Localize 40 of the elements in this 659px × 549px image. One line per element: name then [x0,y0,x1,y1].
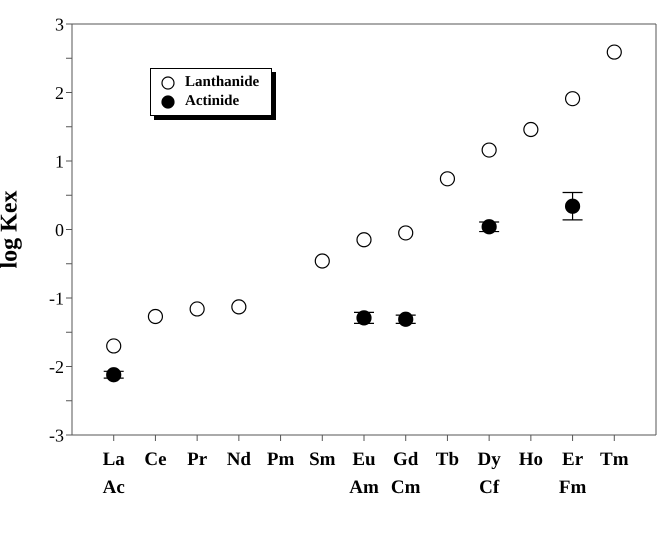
point [482,142,497,158]
x-tick-label: Pr [187,449,208,470]
point [356,232,372,248]
point [190,301,205,317]
x-tick-label: Eu Am [349,449,379,498]
point [482,219,497,234]
point [440,171,456,186]
legend-label: Actinide [185,92,240,111]
point [106,367,122,382]
point [231,299,246,315]
x-tick-label: Nd [226,449,252,470]
point [148,308,164,324]
point [356,310,372,326]
x-tick-label: Ce [144,449,167,470]
point [398,225,414,241]
y-tick-label: -1 [49,288,64,308]
x-tick-label: Pm [266,449,294,470]
x-tick-label: Gd Cm [390,449,421,498]
y-tick-label: 0 [55,220,64,240]
y-tick-label: 3 [55,14,64,34]
point [523,122,538,138]
y-tick-label: 2 [55,82,64,103]
y-tick-label: -3 [49,425,64,446]
y-tick-label: -2 [49,356,64,377]
point [106,338,122,354]
y-axis-title: log Kex [0,190,23,268]
point [398,312,414,327]
point [606,44,622,60]
x-tick-label: Ho [518,449,543,470]
x-tick-label: La Ac [102,449,126,498]
legend-label: Lanthanide [185,73,260,92]
x-tick-label: Dy Cf [478,449,502,498]
point [564,198,580,214]
point [564,91,580,106]
x-tick-label: Sm [309,449,336,470]
y-tick-label: 1 [55,151,64,172]
point [314,253,330,269]
x-tick-label: Tb [436,449,460,470]
x-tick-label: Tm [600,449,629,470]
x-tick-label: Er Fm [558,449,586,498]
